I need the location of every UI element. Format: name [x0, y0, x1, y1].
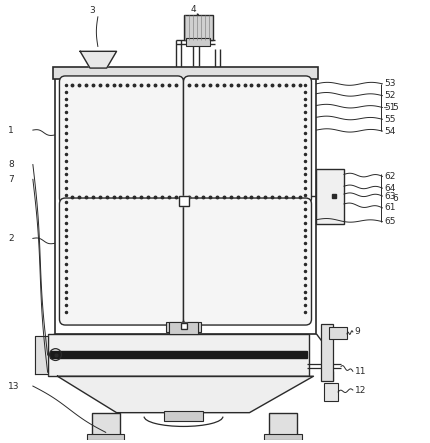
FancyBboxPatch shape: [183, 76, 311, 204]
Text: 6: 6: [391, 194, 397, 202]
Text: 61: 61: [384, 203, 395, 212]
Bar: [48, 334, 308, 376]
Bar: [323, 383, 337, 401]
Bar: [92, 413, 119, 440]
Bar: [52, 67, 318, 79]
Bar: [321, 324, 332, 381]
Bar: [329, 327, 346, 339]
FancyBboxPatch shape: [59, 198, 183, 325]
Bar: [62, 79, 308, 322]
Text: 11: 11: [354, 367, 366, 376]
Bar: [183, 15, 212, 39]
Text: 2: 2: [8, 234, 14, 243]
Text: 62: 62: [384, 172, 395, 181]
Text: 55: 55: [384, 115, 395, 124]
Text: 4: 4: [190, 5, 196, 14]
Text: 53: 53: [384, 79, 395, 88]
Polygon shape: [80, 51, 116, 68]
Bar: [168, 322, 198, 334]
FancyBboxPatch shape: [59, 76, 183, 204]
Polygon shape: [57, 376, 313, 413]
Text: 5: 5: [391, 103, 397, 112]
Bar: [268, 413, 296, 440]
Text: 7: 7: [8, 175, 14, 184]
Text: 12: 12: [354, 385, 366, 395]
Text: 3: 3: [89, 6, 95, 15]
Text: 52: 52: [384, 91, 395, 100]
Text: 13: 13: [8, 381, 20, 391]
Bar: [186, 38, 209, 47]
FancyBboxPatch shape: [183, 198, 311, 325]
Polygon shape: [35, 336, 48, 374]
Polygon shape: [49, 351, 306, 358]
Text: 54: 54: [384, 127, 395, 136]
Text: 51: 51: [384, 103, 395, 112]
Text: 63: 63: [384, 191, 395, 201]
Bar: [264, 434, 301, 440]
Bar: [166, 322, 201, 332]
Bar: [316, 170, 343, 224]
Bar: [163, 411, 203, 420]
Text: 64: 64: [384, 184, 395, 193]
Bar: [55, 71, 316, 334]
Text: 9: 9: [354, 327, 360, 336]
Text: 65: 65: [384, 217, 395, 226]
Bar: [87, 434, 124, 440]
Text: 8: 8: [8, 160, 14, 169]
Text: 1: 1: [8, 126, 14, 135]
